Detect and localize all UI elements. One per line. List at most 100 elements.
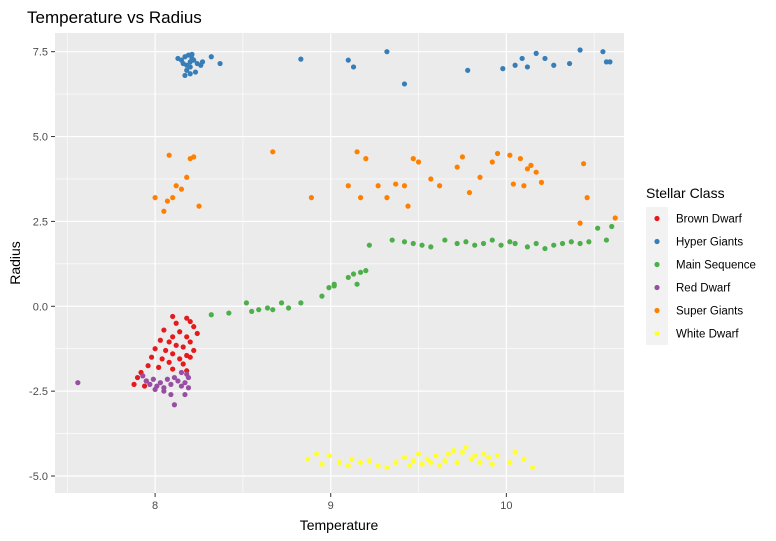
point-super-giants [308, 195, 315, 201]
point-main-sequence [533, 240, 539, 247]
y-axis-title: Radius [7, 241, 23, 285]
point-main-sequence [603, 237, 610, 243]
y-tick-label: -5.0 [29, 471, 48, 483]
point-main-sequence [350, 271, 357, 277]
point-brown-dwarf [152, 346, 158, 352]
y-tick-label: 7.5 [33, 47, 48, 59]
point-white-dwarf [384, 464, 390, 471]
point-brown-dwarf [194, 330, 200, 337]
point-white-dwarf [472, 453, 478, 459]
point-hyper-giants [519, 55, 525, 62]
point-red-dwarf [150, 376, 156, 382]
point-super-giants [401, 183, 408, 189]
point-brown-dwarf [184, 315, 190, 321]
point-super-giants [454, 164, 460, 170]
point-main-sequence [278, 300, 285, 306]
point-main-sequence [568, 239, 574, 245]
point-hyper-giants [182, 72, 188, 79]
point-super-giants [410, 156, 416, 162]
point-hyper-giants [187, 64, 193, 70]
point-brown-dwarf [177, 329, 183, 335]
point-main-sequence [463, 239, 469, 245]
point-super-giants [196, 203, 202, 209]
point-main-sequence [319, 293, 325, 299]
point-white-dwarf [459, 449, 466, 455]
point-hyper-giants [401, 81, 408, 87]
point-super-giants [521, 183, 527, 189]
point-hyper-giants [384, 49, 390, 55]
point-brown-dwarf [177, 356, 183, 362]
point-red-dwarf [140, 373, 146, 379]
point-red-dwarf [152, 386, 158, 393]
point-super-giants [375, 183, 381, 189]
point-super-giants [494, 150, 501, 157]
point-hyper-giants [298, 56, 304, 62]
point-hyper-giants [512, 62, 518, 68]
point-white-dwarf [468, 456, 474, 462]
point-main-sequence [256, 307, 262, 313]
chart-title: Temperature vs Radius [27, 8, 202, 27]
point-white-dwarf [415, 451, 422, 457]
point-white-dwarf [326, 453, 332, 459]
point-super-giants [477, 174, 483, 180]
point-white-dwarf [424, 456, 430, 462]
point-brown-dwarf [134, 374, 141, 381]
point-brown-dwarf [145, 363, 151, 369]
point-super-giants [184, 174, 190, 180]
point-super-giants [577, 220, 583, 226]
point-main-sequence [512, 240, 518, 247]
point-red-dwarf [143, 378, 149, 384]
point-main-sequence [389, 237, 395, 243]
point-brown-dwarf [191, 324, 197, 330]
point-red-dwarf [75, 380, 81, 386]
point-brown-dwarf [170, 351, 176, 357]
point-white-dwarf [407, 463, 413, 469]
point-hyper-giants [208, 54, 214, 60]
point-white-dwarf [419, 461, 425, 467]
x-tick-label: 10 [500, 500, 512, 512]
point-super-giants [584, 195, 590, 201]
point-main-sequence [542, 245, 548, 252]
point-hyper-giants [577, 47, 583, 53]
point-hyper-giants [551, 62, 557, 68]
point-super-giants [533, 169, 539, 175]
point-white-dwarf [445, 451, 451, 457]
point-super-giants [489, 159, 495, 165]
point-main-sequence [442, 237, 448, 243]
point-brown-dwarf [166, 339, 172, 345]
y-tick-label: 0.0 [33, 301, 48, 313]
point-red-dwarf [184, 371, 190, 377]
legend-key-red-dwarf [654, 284, 660, 291]
legend: Stellar Class Brown Dwarf Hyper Giants Mai… [646, 185, 756, 345]
legend-key-main-sequence [654, 261, 660, 268]
legend-label-brown-dwarf: Brown Dwarf [676, 214, 743, 226]
point-brown-dwarf [173, 320, 179, 326]
point-super-giants [191, 154, 197, 160]
point-super-giants [354, 149, 360, 155]
point-white-dwarf [393, 459, 399, 466]
legend-key-white-dwarf [654, 330, 660, 337]
point-brown-dwarf [159, 356, 165, 362]
point-hyper-giants [607, 59, 613, 65]
point-main-sequence [270, 307, 276, 313]
point-white-dwarf [375, 463, 381, 469]
point-main-sequence [243, 300, 250, 306]
point-super-giants [437, 183, 443, 189]
point-hyper-giants [542, 55, 548, 62]
point-hyper-giants [184, 67, 190, 73]
legend-items: Brown Dwarf Hyper Giants Main Sequence Red … [646, 207, 756, 345]
point-red-dwarf [147, 381, 153, 387]
point-main-sequence [498, 242, 504, 248]
point-hyper-giants [217, 60, 223, 67]
point-super-giants [170, 195, 176, 201]
point-hyper-giants [199, 59, 206, 65]
point-red-dwarf [182, 380, 188, 386]
point-main-sequence [331, 283, 337, 289]
point-white-dwarf [314, 451, 320, 457]
grid-minor [55, 33, 624, 493]
point-red-dwarf [178, 369, 185, 376]
point-red-dwarf [168, 381, 174, 387]
y-tick-label: -2.5 [29, 386, 48, 398]
point-hyper-giants [600, 49, 606, 55]
point-super-giants [393, 181, 399, 187]
